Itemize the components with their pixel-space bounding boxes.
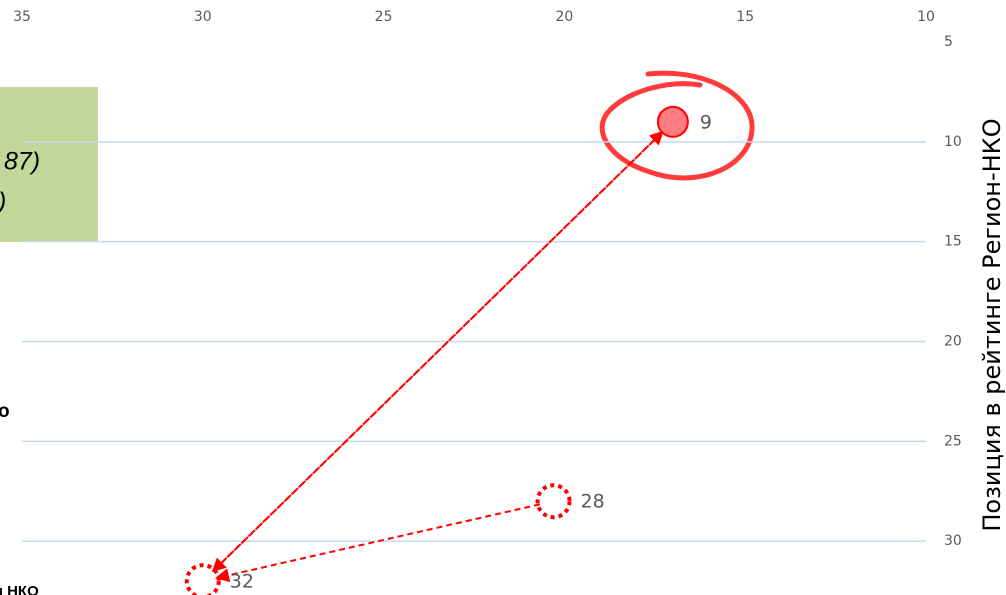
x-tick-label: 10 <box>917 9 935 25</box>
data-label: 32 <box>230 571 254 593</box>
highlight-scribble <box>599 70 755 181</box>
x-tick-label: 25 <box>375 9 393 25</box>
annotation: сти НКО <box>0 583 39 595</box>
arrow <box>215 503 541 583</box>
y-tick-label: 10 <box>944 134 962 150</box>
arrow <box>211 130 664 573</box>
data-label: 9 <box>700 111 712 133</box>
point <box>184 563 221 595</box>
x-tick-label: 35 <box>13 9 31 25</box>
y-tick-label: 15 <box>944 234 962 250</box>
y-tick-label: 30 <box>944 533 962 549</box>
annotation: ) <box>0 188 6 216</box>
data-label: 28 <box>581 491 605 513</box>
y-tick-label: 20 <box>944 334 962 350</box>
note-box <box>0 87 98 242</box>
point <box>656 105 689 138</box>
point <box>535 483 572 520</box>
x-tick-label: 30 <box>194 9 212 25</box>
y-tick-label: 5 <box>944 34 953 50</box>
annotation: 87) <box>4 148 40 176</box>
y-tick-label: 25 <box>944 433 962 449</box>
y-axis-title: Позиция в рейтинге Регион-НКО <box>978 118 1006 531</box>
x-tick-label: 20 <box>555 9 573 25</box>
x-tick-label: 15 <box>736 9 754 25</box>
annotation: о <box>0 401 10 422</box>
